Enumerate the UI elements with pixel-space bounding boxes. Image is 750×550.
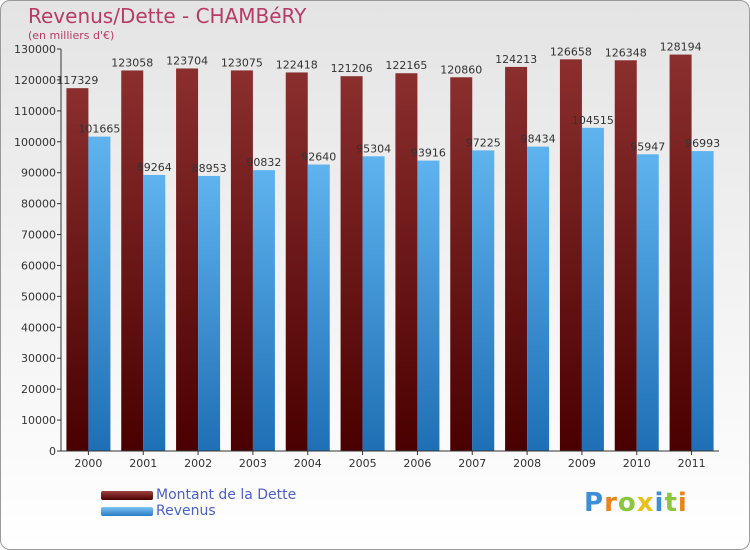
data-label-debt-2000: 117329 <box>56 74 98 87</box>
data-label-revenue-2008: 98434 <box>521 133 556 146</box>
bar-revenue-2006 <box>417 160 440 451</box>
data-label-revenue-2001: 89264 <box>137 161 172 174</box>
chart-subtitle: (en milliers d'€) <box>28 29 115 42</box>
x-tick-label: 2003 <box>239 457 267 470</box>
y-tick-label: 0 <box>49 445 56 458</box>
x-tick-label: 2010 <box>623 457 651 470</box>
data-label-debt-2001: 123058 <box>111 56 153 69</box>
data-label-debt-2004: 122418 <box>276 58 318 71</box>
y-tick-label: 30000 <box>21 352 56 365</box>
data-label-debt-2007: 120860 <box>440 63 482 76</box>
data-label-revenue-2006: 93916 <box>411 147 446 160</box>
data-label-revenue-2011: 96993 <box>685 137 720 150</box>
y-tick-label: 120000 <box>14 74 56 87</box>
x-tick-label: 2006 <box>403 457 431 470</box>
logo-letter: P <box>584 488 605 518</box>
data-label-debt-2009: 126658 <box>550 45 592 58</box>
x-tick-label: 2005 <box>349 457 377 470</box>
y-tick-label: 70000 <box>21 229 56 242</box>
data-label-revenue-2004: 92640 <box>301 151 336 164</box>
bar-revenue-2005 <box>362 156 385 451</box>
bar-debt-2004 <box>285 72 308 452</box>
data-label-debt-2002: 123704 <box>166 54 208 67</box>
legend-label-debt: Montant de la Dette <box>156 487 297 503</box>
y-tick-label: 80000 <box>21 198 56 211</box>
logo-letter: o <box>617 488 637 518</box>
data-label-revenue-2005: 95304 <box>356 142 391 155</box>
bar-debt-2001 <box>121 70 144 451</box>
proxiti-logo: Proxiti <box>584 488 688 518</box>
y-tick-label: 10000 <box>21 414 56 427</box>
data-label-debt-2003: 123075 <box>221 56 263 69</box>
legend: Montant de la Dette Revenus <box>101 487 296 519</box>
logo-letter: r <box>604 488 618 518</box>
bar-revenue-2007 <box>472 150 495 451</box>
data-label-revenue-2002: 88953 <box>192 162 227 175</box>
x-tick-label: 2007 <box>458 457 486 470</box>
y-tick-label: 130000 <box>14 43 56 56</box>
bar-revenue-2009 <box>581 127 604 451</box>
legend-swatch-revenue <box>101 506 153 516</box>
bar-debt-2011 <box>669 54 692 451</box>
data-labels-layer: 117329 101665 123058 89264 123704 88953 123075… <box>56 41 720 175</box>
x-tick-label: 2011 <box>678 457 706 470</box>
data-label-debt-2010: 126348 <box>605 46 647 59</box>
data-label-revenue-2003: 90832 <box>246 156 281 169</box>
bars-layer <box>66 54 714 452</box>
bar-debt-2009 <box>559 59 582 451</box>
x-tick-label: 2004 <box>294 457 322 470</box>
bar-debt-2006 <box>395 73 418 451</box>
legend-item-debt: Montant de la Dette <box>101 487 296 503</box>
bar-debt-2002 <box>176 68 199 451</box>
bar-revenue-2010 <box>636 154 659 451</box>
y-tick-label: 110000 <box>14 105 56 118</box>
x-tick-label: 2008 <box>513 457 541 470</box>
data-label-debt-2005: 121206 <box>331 62 373 75</box>
bar-debt-2010 <box>614 60 637 452</box>
logo-letter: x <box>636 488 655 518</box>
logo-letter: i <box>677 488 688 518</box>
bar-debt-2007 <box>450 77 473 451</box>
data-label-revenue-2009: 104515 <box>572 114 614 127</box>
x-tick-label: 2000 <box>74 457 102 470</box>
logo-letter: t <box>664 488 678 518</box>
bar-revenue-2003 <box>252 170 275 451</box>
bar-revenue-2011 <box>691 151 714 451</box>
x-tick-label: 2002 <box>184 457 212 470</box>
data-label-revenue-2007: 97225 <box>466 136 501 149</box>
x-tick-label: 2001 <box>129 457 157 470</box>
data-label-debt-2006: 122165 <box>385 59 427 72</box>
bar-revenue-2001 <box>143 174 166 451</box>
legend-label-revenue: Revenus <box>156 503 216 519</box>
bar-debt-2005 <box>340 76 363 451</box>
data-label-revenue-2000: 101665 <box>78 123 120 136</box>
y-tick-label: 90000 <box>21 167 56 180</box>
chart-title: Revenus/Dette - CHAMBéRY <box>28 4 307 28</box>
x-tick-label: 2009 <box>568 457 596 470</box>
y-tick-label: 50000 <box>21 290 56 303</box>
bar-revenue-2008 <box>527 146 550 451</box>
bar-revenue-2002 <box>198 175 221 452</box>
bar-debt-2003 <box>230 70 253 451</box>
y-tick-label: 60000 <box>21 259 56 272</box>
axes-layer: 0 10000 20000 30000 40000 50000 60000 70000 8000… <box>14 43 719 470</box>
bar-revenue-2004 <box>307 164 330 451</box>
legend-swatch-debt <box>101 490 153 500</box>
legend-item-revenue: Revenus <box>101 503 296 519</box>
data-label-revenue-2010: 95947 <box>630 140 665 153</box>
logo-letter: i <box>654 488 665 518</box>
bar-debt-2008 <box>505 66 528 451</box>
bar-debt-2000 <box>66 88 89 452</box>
bar-revenue-2000 <box>88 136 111 451</box>
y-tick-label: 100000 <box>14 136 56 149</box>
data-label-debt-2008: 124213 <box>495 53 537 66</box>
y-tick-label: 40000 <box>21 321 56 334</box>
y-tick-label: 20000 <box>21 383 56 396</box>
data-label-debt-2011: 128194 <box>660 41 702 54</box>
